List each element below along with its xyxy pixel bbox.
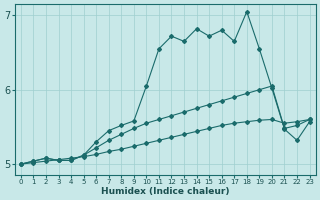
X-axis label: Humidex (Indice chaleur): Humidex (Indice chaleur) xyxy=(101,187,229,196)
